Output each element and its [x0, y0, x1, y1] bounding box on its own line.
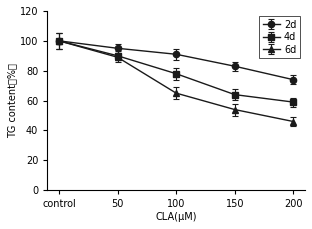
Y-axis label: TG content（%）: TG content（%）: [7, 63, 17, 138]
Legend: 2d, 4d, 6d: 2d, 4d, 6d: [259, 16, 300, 58]
X-axis label: CLA(μM): CLA(μM): [155, 212, 197, 222]
